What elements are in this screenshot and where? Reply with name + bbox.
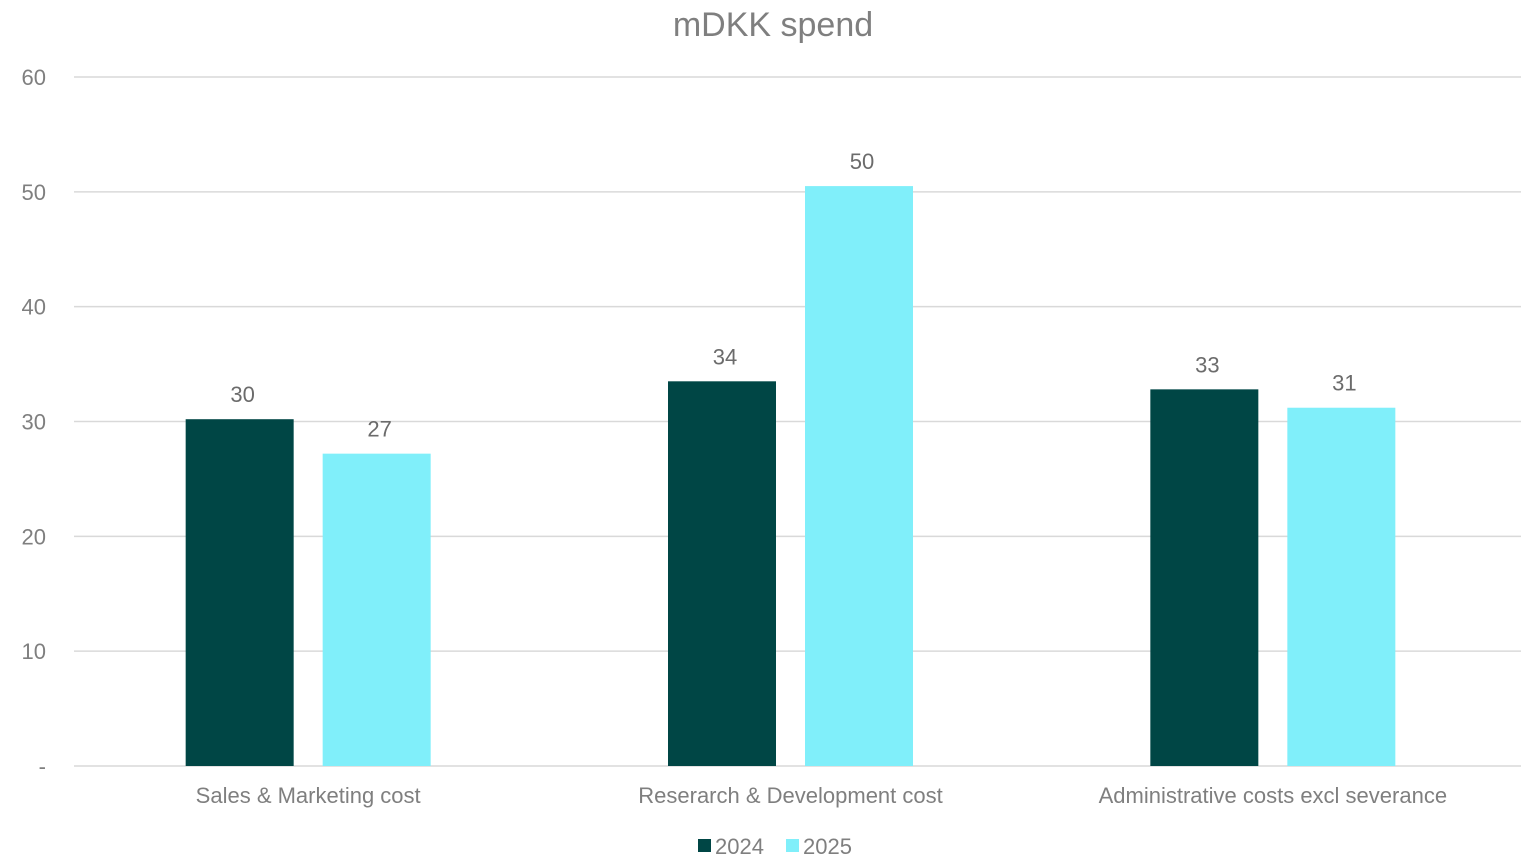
chart-title: mDKK spend xyxy=(673,6,873,44)
legend-label: 2024 xyxy=(715,834,764,857)
bar-2024 xyxy=(185,419,294,766)
y-tick-label: 50 xyxy=(22,180,46,205)
legend-label: 2025 xyxy=(803,834,852,857)
y-tick-label: 30 xyxy=(22,410,46,435)
data-label: 50 xyxy=(850,149,874,174)
x-axis-categories: Sales & Marketing cost Reserarch & Develo… xyxy=(196,783,1447,808)
data-labels: 30 27 34 50 33 31 xyxy=(230,149,1356,442)
y-tick-label: 10 xyxy=(22,639,46,664)
y-tick-label: - xyxy=(39,754,46,779)
legend-swatch-2025 xyxy=(786,839,799,852)
bar-2025 xyxy=(1287,407,1396,766)
data-label: 31 xyxy=(1332,371,1356,396)
gridlines xyxy=(74,76,1521,767)
bar-2024 xyxy=(668,381,776,766)
legend-swatch-2024 xyxy=(698,839,711,852)
category-label: Reserarch & Development cost xyxy=(638,783,942,808)
bar-2025 xyxy=(322,453,431,766)
bar-2024 xyxy=(1150,389,1259,766)
category-label: Administrative costs excl severance xyxy=(1099,783,1447,808)
bar-2025 xyxy=(805,186,913,766)
data-label: 34 xyxy=(713,344,737,369)
y-tick-label: 40 xyxy=(22,295,46,320)
bars xyxy=(185,186,1396,766)
data-label: 27 xyxy=(367,417,391,442)
category-label: Sales & Marketing cost xyxy=(196,783,421,808)
y-axis-ticks: - 10 20 30 40 50 60 xyxy=(22,65,46,779)
y-tick-label: 20 xyxy=(22,524,46,549)
y-tick-label: 60 xyxy=(22,65,46,90)
legend: 2024 2025 xyxy=(698,834,852,857)
data-label: 30 xyxy=(230,382,254,407)
data-label: 33 xyxy=(1195,352,1219,377)
